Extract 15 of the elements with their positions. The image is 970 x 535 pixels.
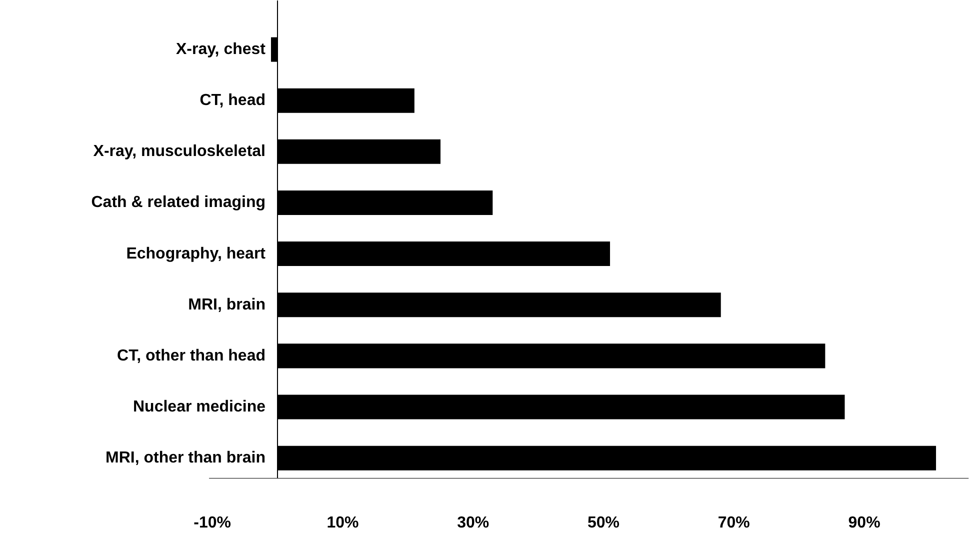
x-tick-label: 70% [718, 514, 750, 532]
x-tick-label: 30% [457, 514, 490, 532]
y-tick-label: MRI, other than brain [106, 450, 266, 467]
y-tick-label: CT, head [200, 92, 266, 110]
x-tick-label: 50% [587, 514, 620, 532]
y-tick-label: X-ray, chest [176, 41, 266, 58]
y-tick-label: Nuclear medicine [133, 398, 266, 416]
x-tick-label: 10% [326, 514, 359, 532]
x-tick-label: -10% [194, 514, 231, 532]
x-tick-label: 90% [848, 514, 880, 532]
y-tick-label: Cath & related imaging [91, 194, 266, 212]
y-tick-label: CT, other than head [117, 347, 266, 364]
y-tick-label: X-ray, musculoskeletal [93, 143, 266, 160]
y-tick-label: MRI, brain [188, 296, 266, 314]
y-tick-label: Echography, heart [126, 245, 266, 262]
